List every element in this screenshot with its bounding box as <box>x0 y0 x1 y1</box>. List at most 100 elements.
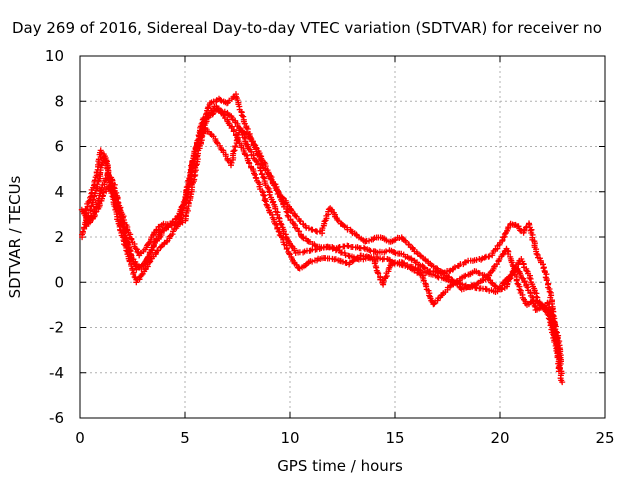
data-point-markers <box>265 170 284 198</box>
data-point-markers <box>104 183 116 194</box>
data-point-markers <box>255 179 272 211</box>
data-point-markers <box>531 238 540 257</box>
data-point-markers <box>266 207 282 235</box>
data-point-markers <box>337 220 355 235</box>
data-point-markers <box>257 165 277 205</box>
data-point-markers <box>93 149 104 176</box>
data-point-markers <box>540 265 553 295</box>
data-point-markers <box>282 233 298 254</box>
data-point-markers <box>307 255 325 265</box>
data-point-markers <box>278 194 296 217</box>
data-point-markers <box>471 268 490 280</box>
series-track-4 <box>78 103 562 375</box>
data-point-markers <box>303 224 324 235</box>
data-point-markers <box>171 219 186 229</box>
data-point-markers <box>388 247 405 257</box>
data-point-markers <box>419 272 436 306</box>
data-point-markers <box>534 251 547 271</box>
data-point-markers <box>110 188 125 216</box>
data-point-markers <box>370 254 388 263</box>
data-point-markers <box>78 206 90 225</box>
data-point-markers <box>430 294 444 308</box>
data-point-markers <box>409 244 426 261</box>
y-tick-labels: -6 -4 -2 0 2 4 6 8 10 <box>45 47 64 427</box>
data-point-markers <box>489 239 504 259</box>
data-point-markers <box>548 322 560 347</box>
y-axis-label: SDTVAR / TECUs <box>6 175 24 298</box>
y-tick-label: 8 <box>54 92 64 110</box>
x-tick-label: 10 <box>280 429 299 447</box>
x-axis-label: GPS time / hours <box>277 457 403 475</box>
axis-ticks <box>79 55 606 419</box>
data-point-markers <box>507 220 519 228</box>
data-point-markers <box>146 231 163 258</box>
data-point-markers <box>98 186 110 204</box>
data-point-markers <box>412 259 431 273</box>
y-tick-label: -6 <box>49 409 64 427</box>
x-tick-label: 20 <box>490 429 509 447</box>
data-point-markers <box>518 256 532 277</box>
data-point-markers <box>123 234 135 262</box>
data-point-markers <box>184 150 199 200</box>
data-series <box>78 91 566 386</box>
data-point-markers <box>526 220 536 243</box>
data-point-markers <box>188 145 203 195</box>
x-tick-label: 15 <box>385 429 404 447</box>
data-point-markers <box>544 299 555 326</box>
data-point-markers <box>156 224 171 236</box>
chart-title: Day 269 of 2016, Sidereal Day-to-day VTE… <box>12 19 602 37</box>
data-point-markers <box>255 148 272 176</box>
x-tick-labels: 0 5 10 15 20 25 <box>75 429 614 447</box>
series-track-3 <box>83 124 562 359</box>
data-point-markers <box>458 282 476 293</box>
y-tick-label: 10 <box>45 47 64 65</box>
data-point-markers <box>463 256 480 266</box>
data-point-markers <box>207 97 220 107</box>
data-point-markers <box>398 259 414 272</box>
data-point-markers <box>447 275 464 290</box>
data-point-markers <box>371 257 386 286</box>
data-point-markers <box>234 134 251 162</box>
data-point-markers <box>269 199 289 238</box>
data-point-markers <box>459 269 476 281</box>
y-tick-label: 4 <box>54 183 64 201</box>
data-point-markers <box>480 285 497 295</box>
data-point-markers <box>232 91 247 120</box>
data-point-markers <box>532 304 544 313</box>
data-point-markers <box>213 103 228 121</box>
data-point-markers <box>503 245 515 266</box>
data-point-markers <box>332 256 350 266</box>
data-point-markers <box>362 234 380 245</box>
data-point-markers <box>138 254 151 272</box>
data-point-markers <box>224 116 239 139</box>
data-point-markers <box>276 229 293 257</box>
data-point-markers <box>499 222 514 245</box>
data-point-markers <box>197 113 211 149</box>
data-point-markers <box>153 222 165 234</box>
data-point-markers <box>224 109 239 126</box>
data-point-markers <box>144 229 158 249</box>
data-point-markers <box>245 131 260 152</box>
data-point-markers <box>438 284 451 299</box>
data-point-markers <box>126 234 142 256</box>
data-point-markers <box>299 234 318 248</box>
data-point-markers <box>236 125 250 137</box>
data-point-markers <box>517 290 529 307</box>
data-point-markers <box>380 262 394 288</box>
data-point-markers <box>129 256 143 271</box>
data-point-markers <box>495 276 510 292</box>
data-point-markers <box>345 243 367 252</box>
data-point-markers <box>208 131 225 153</box>
data-point-markers <box>287 216 305 239</box>
data-point-markers <box>119 211 134 238</box>
data-point-markers <box>526 272 541 301</box>
data-point-markers <box>291 211 309 229</box>
data-point-markers <box>554 342 562 375</box>
data-point-markers <box>91 200 103 220</box>
data-point-markers <box>375 234 392 245</box>
data-point-markers <box>244 157 260 184</box>
data-point-markers <box>97 147 107 158</box>
data-point-markers <box>327 205 342 225</box>
data-point-markers <box>319 206 332 237</box>
